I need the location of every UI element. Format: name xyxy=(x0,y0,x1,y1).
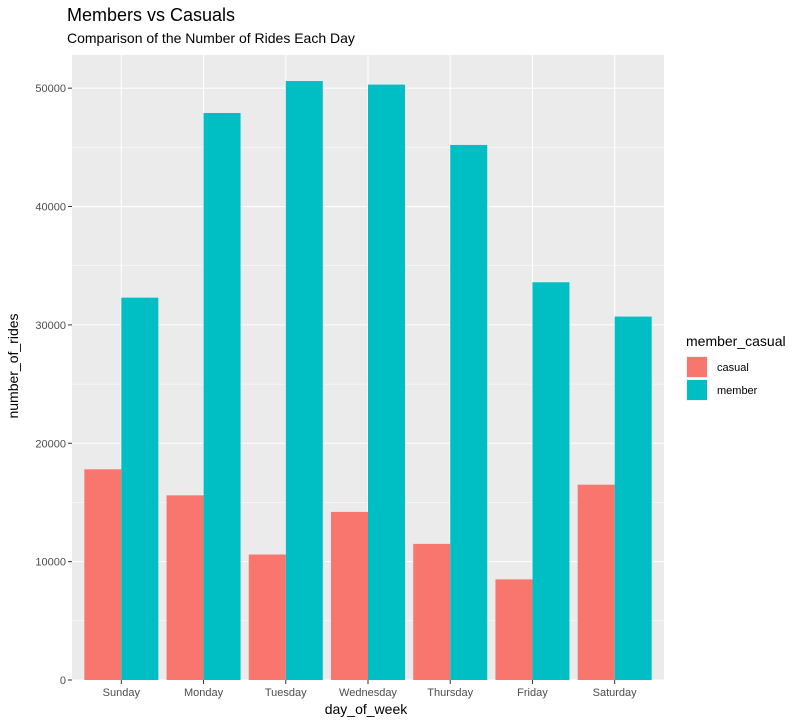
bar-member xyxy=(121,297,159,680)
y-axis: 0 10000 20000 30000 40000 50000 xyxy=(35,83,72,687)
chart-subtitle: Comparison of the Number of Rides Each D… xyxy=(67,30,355,46)
bar-member xyxy=(285,81,323,680)
bar-casual xyxy=(331,511,368,680)
y-tick-label: 10000 xyxy=(35,557,66,569)
legend-title: member_casual xyxy=(686,333,786,349)
y-tick-label: 30000 xyxy=(35,320,66,332)
legend-swatch-casual xyxy=(687,357,707,377)
y-tick-label: 40000 xyxy=(35,202,66,214)
bar-casual xyxy=(413,543,451,680)
bars xyxy=(84,81,652,681)
legend-label-member: member xyxy=(717,385,758,397)
bar-casual xyxy=(84,469,122,680)
x-tick-label: Thursday xyxy=(427,687,473,699)
x-tick-label: Saturday xyxy=(593,687,638,699)
bar-member xyxy=(203,113,241,680)
bar-member xyxy=(450,144,488,680)
x-tick-label: Sunday xyxy=(103,687,141,699)
x-axis: Sunday Monday Tuesday Wednesday Thursday Frid… xyxy=(103,680,638,699)
bar-casual xyxy=(166,495,204,680)
legend: member_casual casual member xyxy=(686,333,786,401)
chart-title: Members vs Casuals xyxy=(67,5,235,25)
bar-casual xyxy=(248,554,286,680)
x-tick-label: Tuesday xyxy=(265,687,307,699)
y-tick-label: 20000 xyxy=(35,438,66,450)
bar-member xyxy=(532,282,570,680)
x-tick-label: Wednesday xyxy=(339,687,397,699)
bar-member xyxy=(614,316,652,680)
x-axis-title: day_of_week xyxy=(325,701,409,717)
y-axis-title: number_of_rides xyxy=(5,313,21,418)
x-tick-label: Friday xyxy=(517,687,548,699)
bar-member xyxy=(368,84,405,681)
bar-casual xyxy=(495,579,533,680)
x-tick-label: Monday xyxy=(184,687,224,699)
bar-casual xyxy=(577,484,615,680)
legend-swatch-member xyxy=(687,380,707,400)
y-tick-label: 0 xyxy=(60,675,66,687)
y-tick-label: 50000 xyxy=(35,83,66,95)
legend-label-casual: casual xyxy=(717,362,749,374)
